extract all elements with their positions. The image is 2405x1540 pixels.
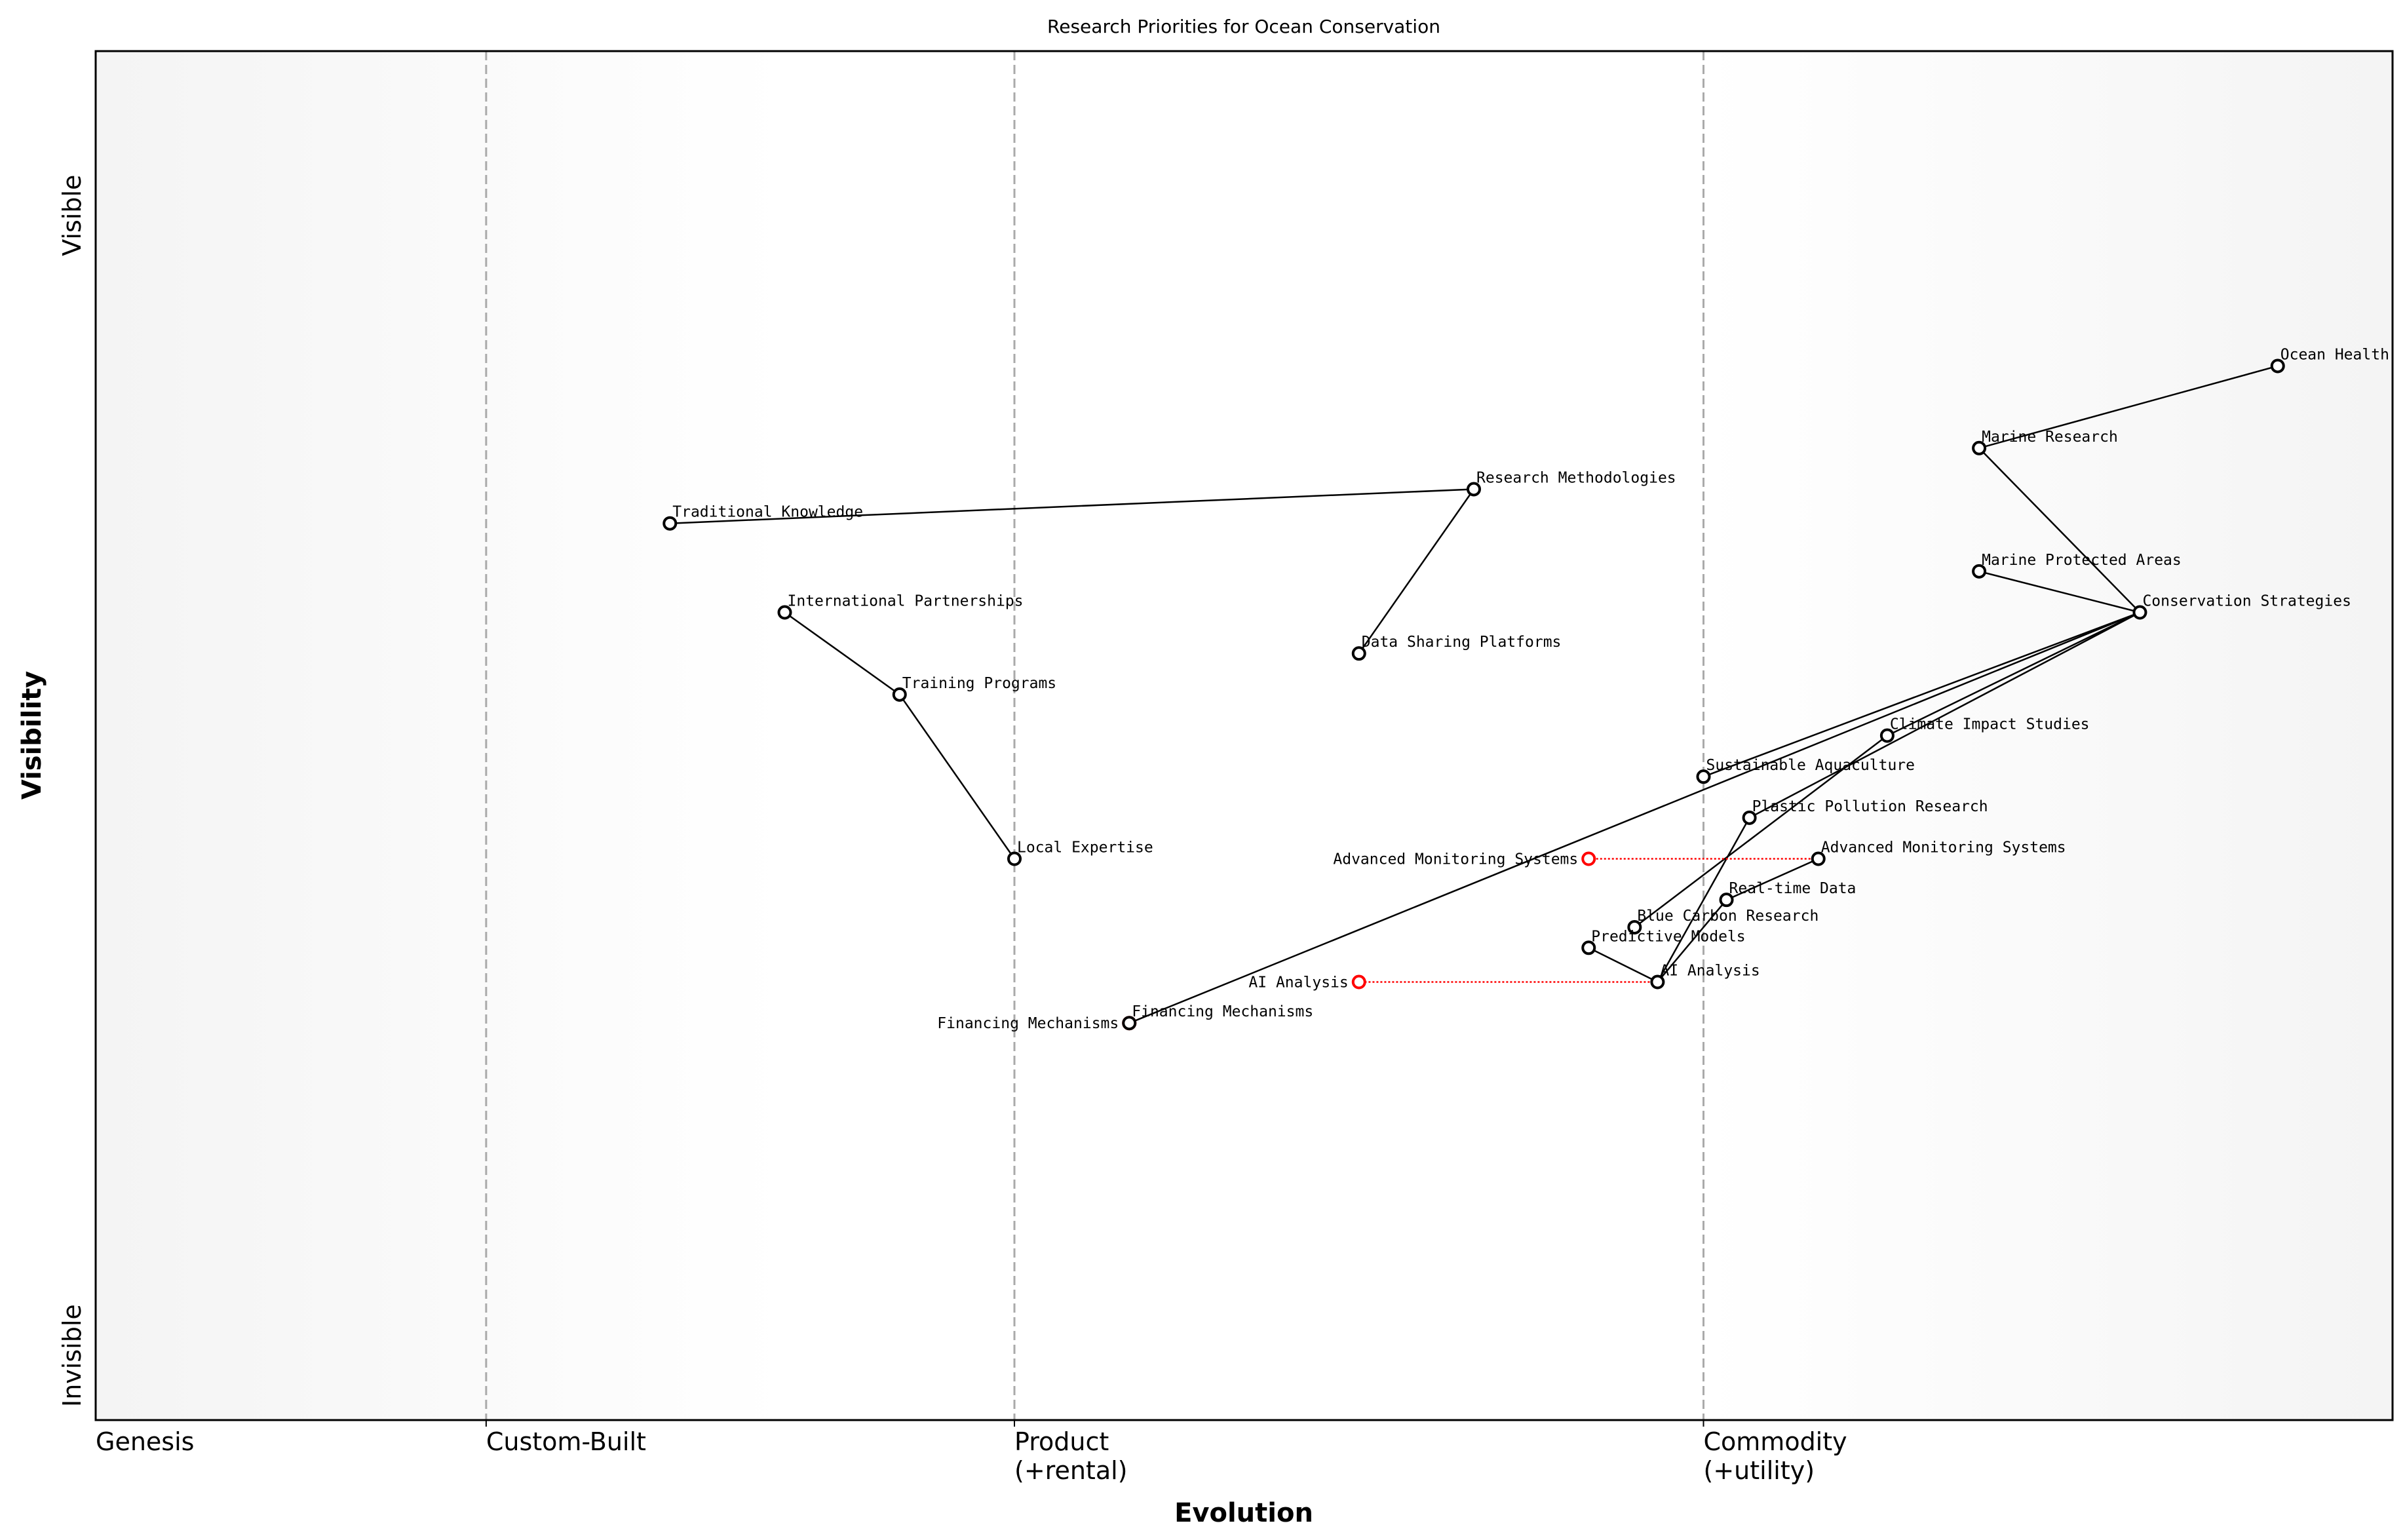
dependency-link <box>1887 611 2140 737</box>
component-node[interactable] <box>1742 810 1757 825</box>
component-node[interactable] <box>2132 605 2147 620</box>
component-node[interactable] <box>1627 919 1642 934</box>
component-node[interactable] <box>2270 358 2285 374</box>
component-label: Ocean Health <box>2280 346 2389 363</box>
component-node[interactable] <box>663 516 678 531</box>
component-node[interactable] <box>1122 1016 1137 1031</box>
dependency-link <box>1588 947 1658 983</box>
y-axis-label: Visibility <box>17 671 47 799</box>
dependency-link <box>1978 447 2141 613</box>
component-node[interactable] <box>1650 974 1665 990</box>
dependency-link <box>1703 611 2140 778</box>
dependency-link <box>784 611 900 695</box>
component-node[interactable] <box>1351 646 1366 661</box>
component-label: Marine Protected Areas <box>1982 552 2182 569</box>
dependency-link <box>1749 611 2141 818</box>
dependency-link <box>1978 365 2279 450</box>
plot-background <box>96 51 2393 1420</box>
component-label: Climate Impact Studies <box>1890 716 2090 733</box>
dependency-link <box>898 694 1016 860</box>
component-label: Data Sharing Platforms <box>1362 634 1562 651</box>
component-node[interactable] <box>1719 893 1734 908</box>
x-axis-label: Evolution <box>1174 1498 1313 1528</box>
dependency-link <box>1657 817 1750 983</box>
component-label: Predictive Models <box>1591 928 1745 945</box>
component-label: Real-time Data <box>1729 880 1857 897</box>
component-node[interactable] <box>1007 851 1022 866</box>
dependency-link <box>1657 899 1727 983</box>
y-tick-label: Invisible <box>58 1304 87 1407</box>
component-node[interactable] <box>1972 440 1987 455</box>
component-label: Research Methodologies <box>1476 469 1676 486</box>
evolved-node-label: AI Analysis <box>1248 974 1348 991</box>
component-node[interactable] <box>1467 482 1481 497</box>
component-label: Blue Carbon Research <box>1637 908 1818 925</box>
dependency-link <box>1634 735 1888 928</box>
dependency-link <box>1358 488 1475 654</box>
component-label: Advanced Monitoring Systems <box>1821 839 2066 857</box>
component-node[interactable] <box>892 687 907 702</box>
component-node[interactable] <box>777 605 792 620</box>
stage-label: Custom-Built <box>486 1427 646 1456</box>
evolved-node-label: Advanced Monitoring Systems <box>1333 851 1578 868</box>
plot-frame <box>94 50 2394 1421</box>
component-label: Traditional Knowledge <box>672 504 863 521</box>
component-label: Plastic Pollution Research <box>1752 798 1988 815</box>
stage-label: Genesis <box>96 1427 194 1456</box>
stage-label: Product (+rental) <box>1014 1427 1127 1485</box>
component-label: Marine Research <box>1982 429 2118 446</box>
y-tick-label: Visible <box>58 175 87 256</box>
dependency-link <box>670 488 1474 524</box>
evolved-node[interactable] <box>1581 851 1596 866</box>
component-label: AI Analysis <box>1660 963 1760 980</box>
dependency-link <box>1726 858 1819 901</box>
component-node[interactable] <box>1581 940 1596 955</box>
component-node[interactable] <box>1696 769 1711 784</box>
component-label: Conservation Strategies <box>2142 592 2351 609</box>
component-label: Sustainable Aquaculture <box>1706 757 1915 774</box>
evolved-node-label: Financing Mechanisms <box>937 1015 1119 1032</box>
dependency-link <box>1978 570 2140 613</box>
component-label: International Partnerships <box>788 592 1024 609</box>
component-node[interactable] <box>1879 728 1895 743</box>
component-label: Training Programs <box>902 675 1056 692</box>
evolved-node[interactable] <box>1351 974 1366 990</box>
chart-title: Research Priorities for Ocean Conservati… <box>1047 16 1440 37</box>
stage-label: Commodity (+utility) <box>1704 1427 1847 1485</box>
dependency-link <box>1128 611 2140 1024</box>
component-label: Local Expertise <box>1017 839 1153 857</box>
component-node[interactable] <box>1972 564 1987 579</box>
component-label: Financing Mechanisms <box>1132 1003 1313 1020</box>
component-node[interactable] <box>1811 851 1826 866</box>
